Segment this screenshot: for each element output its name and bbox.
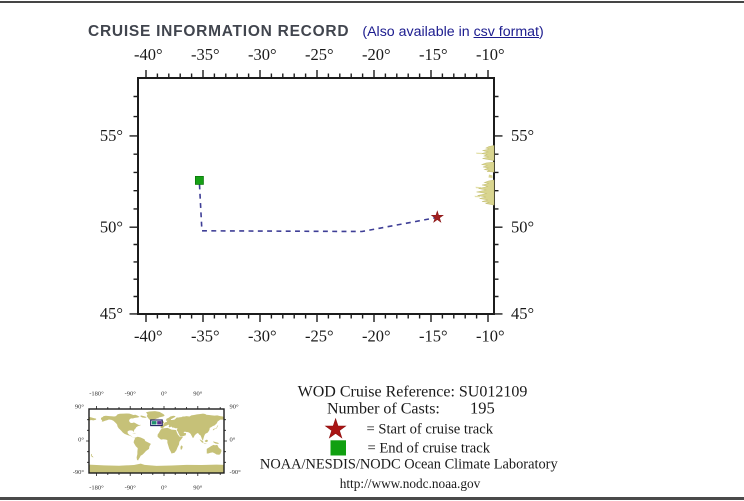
svg-text:-10°: -10° xyxy=(476,45,505,64)
svg-text:-25°: -25° xyxy=(305,45,334,64)
svg-text:50°: 50° xyxy=(511,218,534,237)
svg-text:195: 195 xyxy=(470,399,495,418)
svg-text:45°: 45° xyxy=(511,304,534,323)
svg-text:90°: 90° xyxy=(230,404,240,411)
svg-text:-90°: -90° xyxy=(125,391,137,398)
svg-text:90°: 90° xyxy=(193,391,203,398)
svg-text:Number of Casts:: Number of Casts: xyxy=(327,401,440,418)
svg-text:-30°: -30° xyxy=(248,327,277,346)
svg-text:0°: 0° xyxy=(230,437,236,444)
svg-text:90°: 90° xyxy=(75,404,85,411)
svg-text:50°: 50° xyxy=(100,218,123,237)
svg-text:-20°: -20° xyxy=(362,45,391,64)
svg-text:-40°: -40° xyxy=(134,327,163,346)
svg-text:0°: 0° xyxy=(161,391,167,398)
svg-text:= End of cruise track: = End of cruise track xyxy=(368,441,491,457)
svg-text:WOD Cruise Reference: SU012109: WOD Cruise Reference: SU012109 xyxy=(298,384,528,401)
svg-text:-90°: -90° xyxy=(230,469,242,476)
svg-text:NOAA/NESDIS/NODC Ocean Climate: NOAA/NESDIS/NODC Ocean Climate Laborator… xyxy=(260,457,559,473)
svg-text:55°: 55° xyxy=(511,126,534,145)
svg-text:-180°: -180° xyxy=(89,485,104,492)
svg-text:90°: 90° xyxy=(193,485,203,492)
svg-text:http://www.nodc.noaa.gov: http://www.nodc.noaa.gov xyxy=(340,476,481,491)
svg-text:-20°: -20° xyxy=(362,327,391,346)
svg-text:-15°: -15° xyxy=(419,327,448,346)
svg-text:-90°: -90° xyxy=(125,485,137,492)
svg-text:-180°: -180° xyxy=(89,391,104,398)
svg-text:45°: 45° xyxy=(100,304,123,323)
svg-text:55°: 55° xyxy=(100,126,123,145)
svg-text:-90°: -90° xyxy=(73,469,85,476)
svg-text:-30°: -30° xyxy=(248,45,277,64)
svg-text:-35°: -35° xyxy=(191,45,220,64)
svg-text:0°: 0° xyxy=(161,485,167,492)
svg-text:= Start of cruise track: = Start of cruise track xyxy=(367,422,494,438)
svg-text:-15°: -15° xyxy=(419,45,448,64)
svg-text:-40°: -40° xyxy=(134,45,163,64)
svg-text:-10°: -10° xyxy=(476,327,505,346)
svg-text:0°: 0° xyxy=(78,437,84,444)
svg-text:-25°: -25° xyxy=(305,327,334,346)
svg-text:-35°: -35° xyxy=(191,327,220,346)
